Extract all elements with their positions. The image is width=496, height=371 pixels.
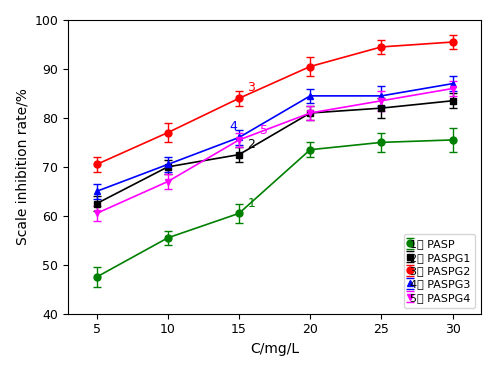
Text: 1: 1: [248, 197, 255, 210]
X-axis label: C/mg/L: C/mg/L: [250, 342, 299, 356]
Text: 3: 3: [248, 81, 255, 94]
Text: 2: 2: [248, 138, 255, 151]
Y-axis label: Scale inhibition rate/%: Scale inhibition rate/%: [15, 88, 29, 245]
Text: 5: 5: [260, 124, 268, 137]
Legend: 1， PASP, 2， PASPG1, 3， PASPG2, 4， PASPG3, 5， PASPG4: 1， PASP, 2， PASPG1, 3， PASPG2, 4， PASPG3…: [404, 234, 476, 308]
Text: 4: 4: [229, 120, 237, 133]
